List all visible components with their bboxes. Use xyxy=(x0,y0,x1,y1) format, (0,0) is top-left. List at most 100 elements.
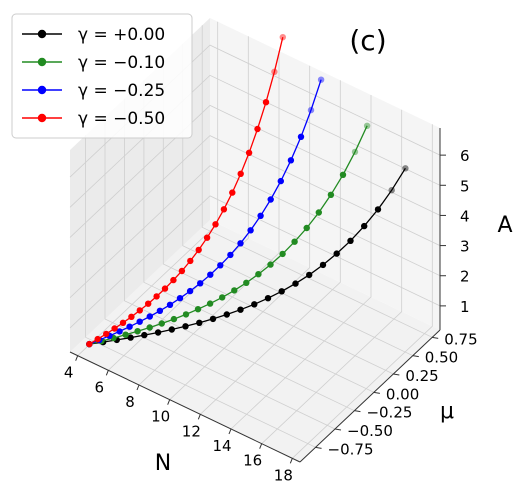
series-point xyxy=(153,293,160,300)
series-point xyxy=(223,311,230,318)
series-point xyxy=(146,324,153,331)
series-point xyxy=(170,276,177,284)
series-point xyxy=(178,267,186,275)
x-tick-label: 4 xyxy=(64,364,74,382)
x-gridline xyxy=(200,80,341,415)
series-point xyxy=(262,99,270,106)
legend-marker xyxy=(37,57,47,67)
series-group xyxy=(86,34,409,348)
x-gridline xyxy=(230,95,372,430)
series-point xyxy=(306,271,313,279)
series-point xyxy=(237,306,244,313)
series-point xyxy=(231,287,238,294)
series-point xyxy=(168,326,175,333)
series-point xyxy=(86,340,93,348)
series-point xyxy=(277,177,284,185)
series-point xyxy=(315,209,322,216)
series-point xyxy=(141,331,148,339)
series-point xyxy=(158,320,165,327)
series-point xyxy=(128,313,135,320)
series-point xyxy=(196,319,203,326)
series-point xyxy=(136,318,143,325)
y-axis-label: μ xyxy=(440,399,454,424)
series-point xyxy=(122,331,129,338)
series-point xyxy=(339,171,347,178)
series-point xyxy=(257,212,264,219)
series-point xyxy=(291,238,298,245)
series-point xyxy=(279,250,286,258)
axes: 4681012141618−0.75−0.50−0.250.000.250.50… xyxy=(64,128,478,484)
series-point xyxy=(111,325,118,332)
x-gridline xyxy=(169,65,311,400)
z-tick-label: 1 xyxy=(460,298,470,316)
series-point xyxy=(307,106,315,114)
series-1 xyxy=(86,122,371,348)
y-tick-mark xyxy=(412,355,419,358)
series-point xyxy=(303,224,310,232)
series-point xyxy=(327,191,335,198)
series-point xyxy=(212,221,219,228)
y-gridline xyxy=(143,80,375,393)
series-point xyxy=(166,301,174,308)
series-point xyxy=(197,280,204,287)
legend-label: γ = +0.00 xyxy=(78,25,165,45)
x-axis-label: N xyxy=(155,451,171,476)
series-point xyxy=(374,206,382,213)
series-point xyxy=(94,335,101,343)
legend-label: γ = −0.25 xyxy=(78,81,165,101)
z-gridline xyxy=(69,104,441,238)
series-point xyxy=(237,170,244,177)
series-point xyxy=(237,240,244,247)
series-point xyxy=(361,222,368,230)
legend-label: γ = −0.10 xyxy=(78,53,165,73)
z-gridline xyxy=(69,74,441,208)
legend: γ = +0.00 γ = −0.10 γ = −0.25 γ = −0.50 xyxy=(11,13,193,139)
series-point xyxy=(127,334,134,341)
series-point xyxy=(251,301,258,308)
x-tick-label: 10 xyxy=(151,408,170,426)
x-tick-label: 18 xyxy=(274,466,293,484)
series-point xyxy=(206,300,214,307)
series-point xyxy=(176,295,184,302)
y-gridline xyxy=(104,117,336,430)
floor-pane xyxy=(70,220,440,462)
y-tick-mark xyxy=(393,373,400,376)
series-point xyxy=(156,307,164,314)
z-tick-label: 3 xyxy=(460,238,470,256)
series-point xyxy=(220,206,228,213)
z-tick-label: 5 xyxy=(460,177,470,195)
series-point xyxy=(207,271,214,278)
series-point xyxy=(363,122,371,129)
y-tick-mark xyxy=(373,391,380,394)
x-gridline xyxy=(138,51,280,386)
z-gridline xyxy=(69,165,441,298)
x-tick-mark xyxy=(136,384,140,391)
z-gridline xyxy=(69,135,441,268)
series-point xyxy=(182,323,189,330)
legend-box xyxy=(11,13,193,139)
legend-marker xyxy=(37,113,47,123)
x-tick-mark xyxy=(167,399,171,405)
series-point xyxy=(170,315,178,323)
series-point xyxy=(195,246,202,254)
series-point xyxy=(267,261,274,268)
series-point xyxy=(247,227,254,234)
series-point xyxy=(264,295,272,302)
y-tick-label: 0.50 xyxy=(425,349,458,367)
series-point xyxy=(119,319,127,326)
series-point xyxy=(186,287,194,295)
series-point xyxy=(187,257,194,265)
z-axis-label: A xyxy=(497,213,512,238)
series-point xyxy=(243,279,250,286)
series-2 xyxy=(86,76,325,348)
y-tick-label: 0.25 xyxy=(405,367,438,385)
series-point xyxy=(388,187,395,194)
series-point xyxy=(319,261,327,269)
series-point xyxy=(154,329,162,336)
y-tick-mark xyxy=(334,428,342,431)
series-point xyxy=(126,323,133,330)
y-tick-label: −0.25 xyxy=(366,404,412,422)
series-point xyxy=(146,313,153,320)
